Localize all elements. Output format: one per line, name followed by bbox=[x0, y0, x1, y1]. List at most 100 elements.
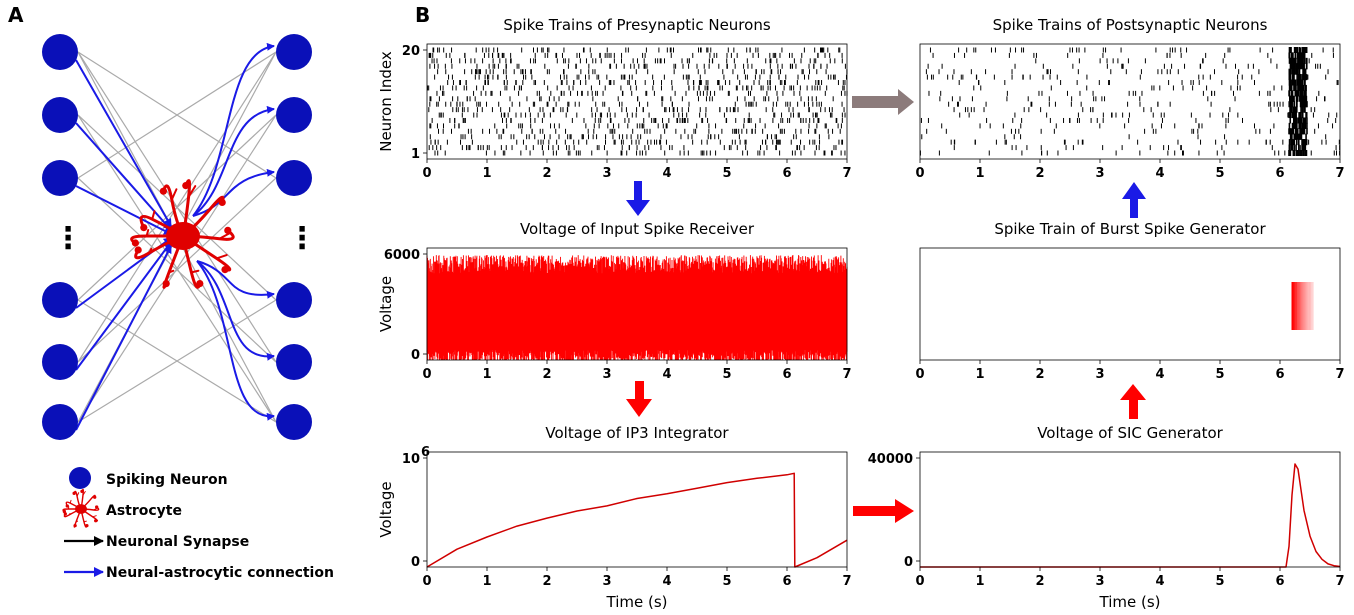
synapse-line bbox=[77, 114, 277, 423]
output-neuron bbox=[276, 160, 312, 196]
legend-astrocyte: Astrocyte bbox=[106, 503, 182, 519]
astrocyte-twig bbox=[67, 506, 70, 510]
astrocyte-endfoot bbox=[62, 509, 66, 514]
astrocyte-icon bbox=[130, 179, 235, 289]
astrocyte-endfoot bbox=[218, 198, 226, 206]
neuron-layer bbox=[42, 34, 312, 440]
synapse-line bbox=[77, 177, 277, 363]
astrocyte-endfoot bbox=[159, 187, 167, 195]
x-tick-label: 3 bbox=[1095, 574, 1104, 589]
x-tick-label: 3 bbox=[1095, 367, 1104, 382]
x-tick-label: 0 bbox=[915, 574, 924, 589]
chart-sic: Voltage of SIC Generator 0 1 2 3 4 5 6 7 0 40000 Ti… bbox=[868, 424, 1345, 611]
astrocyte-endfoot bbox=[72, 491, 76, 495]
axes-frame bbox=[426, 247, 848, 361]
red-up-arrow-icon bbox=[1120, 384, 1146, 419]
x-tick-label: 0 bbox=[422, 166, 431, 181]
x-tick-label: 0 bbox=[915, 367, 924, 382]
panel-a-label: A bbox=[8, 3, 24, 27]
legend: Spiking Neuron Astrocyte Neuronal Synaps… bbox=[62, 467, 334, 581]
neuron-to-astrocyte-arrow bbox=[75, 122, 172, 231]
axes-frame bbox=[919, 451, 1341, 568]
x-tick-label: 2 bbox=[1035, 367, 1044, 382]
astrocyte-twig bbox=[92, 515, 97, 518]
astrocyte-twig bbox=[68, 513, 71, 516]
astrocyte-endfoot bbox=[221, 266, 229, 274]
x-tick-label: 4 bbox=[1155, 166, 1164, 181]
x-tick-label: 0 bbox=[422, 367, 431, 382]
y-tick-exponent: 6 bbox=[421, 445, 430, 460]
x-tick-label: 6 bbox=[1275, 166, 1284, 181]
plot-area bbox=[426, 255, 848, 360]
astrocyte-twig bbox=[218, 232, 231, 240]
chart-title: Voltage of IP3 Integrator bbox=[545, 424, 729, 442]
astrocyte-twig bbox=[187, 185, 197, 198]
output-neuron bbox=[276, 97, 312, 133]
astrocyte-twig bbox=[83, 520, 87, 523]
y-axis-label: Neuron Index bbox=[377, 51, 395, 152]
blue-up-arrow-icon bbox=[1122, 182, 1146, 218]
astrocyte-to-neuron-arrow bbox=[192, 168, 275, 217]
panel-a: A ⋮ ⋮ Spiking Neuron Astrocyte Neuronal … bbox=[8, 3, 334, 581]
plot-area bbox=[427, 47, 848, 156]
input-neuron bbox=[42, 97, 78, 133]
y-axis-label: Voltage bbox=[377, 481, 395, 537]
astrocyte-endfoot bbox=[162, 280, 170, 288]
astrocyte-twig bbox=[93, 507, 98, 511]
x-tick-label: 2 bbox=[1035, 574, 1044, 589]
astrocyte-to-neuron-arrow bbox=[192, 105, 275, 217]
y-tick-label: 20 bbox=[402, 44, 420, 59]
flow-arrows bbox=[626, 89, 1146, 523]
chart-title: Spike Trains of Postsynaptic Neurons bbox=[993, 16, 1268, 34]
neuron-to-astrocyte-arrow bbox=[75, 245, 172, 431]
astrocyte-endfoot bbox=[140, 224, 148, 232]
x-tick-label: 7 bbox=[842, 166, 851, 181]
x-tick-label: 6 bbox=[1275, 574, 1284, 589]
astrocyte-to-neuron-arrow bbox=[196, 260, 275, 361]
x-tick-label: 4 bbox=[662, 166, 671, 181]
x-tick-label: 6 bbox=[782, 166, 791, 181]
astrocyte-to-neuron-arrow bbox=[196, 260, 275, 421]
x-tick-label: 4 bbox=[1155, 367, 1164, 382]
y-tick-label: 1 bbox=[411, 147, 420, 162]
x-tick-label: 7 bbox=[842, 574, 851, 589]
x-tick-label: 2 bbox=[1035, 166, 1044, 181]
chart-burst: Spike Train of Burst Spike Generator 0 1 2 3… bbox=[915, 220, 1344, 382]
output-neuron bbox=[276, 34, 312, 70]
input-neuron bbox=[42, 404, 78, 440]
astrocyte-twig bbox=[215, 254, 228, 260]
legend-neural-astrocytic: Neural-astrocytic connection bbox=[106, 565, 334, 581]
x-tick-label: 2 bbox=[542, 166, 551, 181]
x-axis-label: Time (s) bbox=[606, 593, 668, 611]
x-tick-label: 7 bbox=[1335, 367, 1344, 382]
astrocyte-twig bbox=[69, 499, 72, 504]
output-neuron bbox=[276, 282, 312, 318]
x-tick-label: 3 bbox=[602, 367, 611, 382]
astrocyte-to-neuron-arrow bbox=[192, 42, 275, 217]
x-tick-label: 1 bbox=[975, 166, 984, 181]
line-series bbox=[920, 463, 1341, 568]
astrocyte-twig bbox=[210, 197, 222, 209]
astrocyte-twig bbox=[82, 491, 86, 496]
astrocyte-twig bbox=[168, 269, 175, 274]
astrocyte-twig bbox=[145, 229, 150, 237]
axes-frame bbox=[426, 451, 848, 568]
x-tick-label: 6 bbox=[1275, 367, 1284, 382]
x-tick-label: 2 bbox=[542, 574, 551, 589]
red-right-arrow-icon bbox=[853, 499, 914, 523]
astrocyte-endfoot bbox=[73, 524, 77, 528]
synapse-line bbox=[77, 299, 277, 423]
legend-neuronal-synapse: Neuronal Synapse bbox=[106, 534, 249, 550]
astrocyte-endfoot bbox=[134, 246, 142, 254]
x-tick-label: 4 bbox=[662, 574, 671, 589]
astrocyte-twig bbox=[76, 492, 80, 497]
x-tick-label: 3 bbox=[602, 574, 611, 589]
astrocyte-twig bbox=[75, 520, 79, 523]
blue-down-arrow-icon bbox=[626, 181, 650, 216]
x-tick-label: 5 bbox=[722, 574, 731, 589]
legend-astrocyte-icon bbox=[62, 488, 100, 528]
x-tick-label: 0 bbox=[915, 166, 924, 181]
